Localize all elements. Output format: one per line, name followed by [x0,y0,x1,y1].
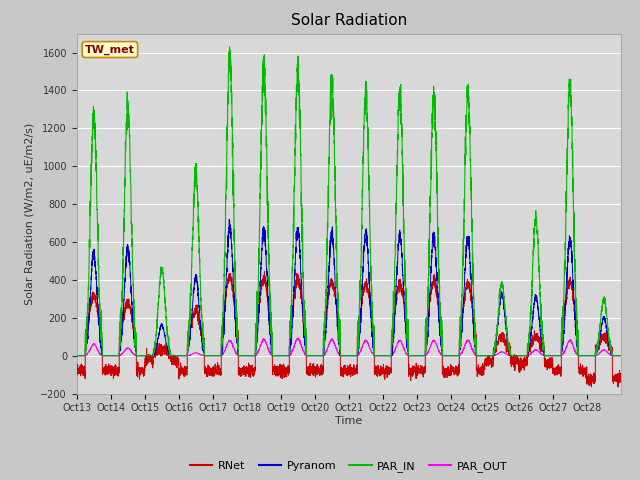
Title: Solar Radiation: Solar Radiation [291,13,407,28]
Y-axis label: Solar Radiation (W/m2, uE/m2/s): Solar Radiation (W/m2, uE/m2/s) [25,122,35,305]
Legend: RNet, Pyranom, PAR_IN, PAR_OUT: RNet, Pyranom, PAR_IN, PAR_OUT [186,457,512,477]
X-axis label: Time: Time [335,416,362,426]
Text: TW_met: TW_met [85,44,135,55]
